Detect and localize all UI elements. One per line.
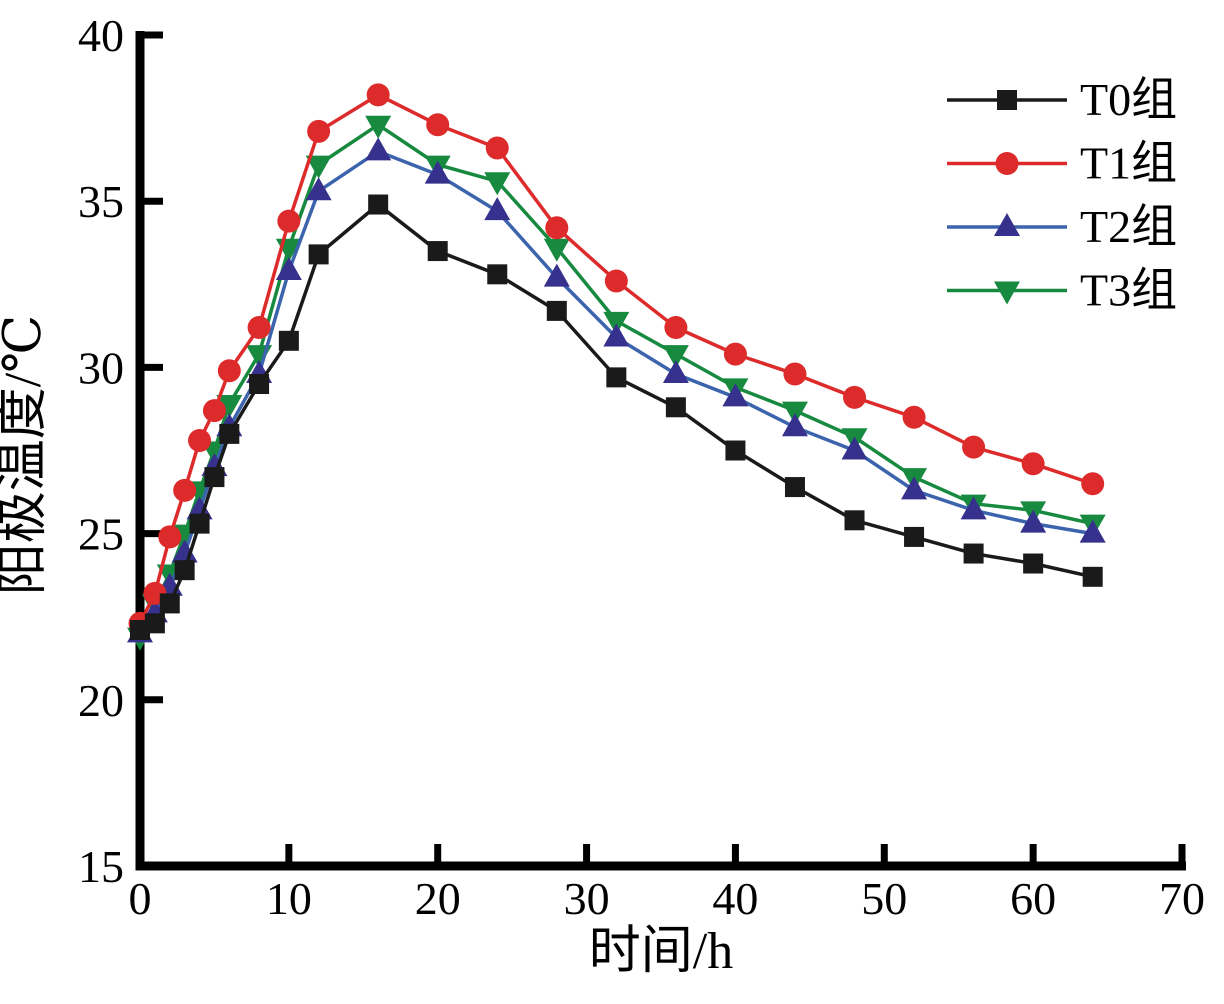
data-point-T2组: [186, 496, 213, 520]
data-point-T2组: [841, 436, 868, 460]
data-point-T3组: [484, 172, 511, 196]
y-tick-label: 40: [78, 10, 124, 61]
data-point-T0组: [1082, 566, 1103, 587]
data-point-T3组: [781, 401, 808, 425]
x-tick-label: 0: [129, 873, 152, 924]
legend-label-T0组: T0组: [1080, 74, 1177, 125]
data-point-T0组: [204, 467, 225, 488]
data-point-T3组: [603, 311, 630, 335]
data-point-T1组: [173, 478, 197, 502]
data-point-T2组: [424, 160, 451, 184]
data-point-T1组: [545, 216, 569, 240]
data-point-T0组: [278, 330, 299, 351]
data-point-T2组: [603, 323, 630, 347]
data-point-T0组: [308, 244, 329, 265]
series-line-T1组: [138, 93, 1094, 625]
data-point-T1组: [426, 113, 450, 137]
data-point-T1组: [843, 385, 867, 409]
data-point-T1组: [664, 316, 688, 340]
data-point-T1组: [723, 342, 747, 366]
x-tick-label: 10: [266, 873, 312, 924]
x-tick-label: 30: [564, 873, 610, 924]
data-point-T1组: [307, 119, 331, 143]
data-point-T2组: [722, 383, 749, 407]
data-point-T0组: [189, 513, 210, 534]
data-point-T0组: [159, 593, 180, 614]
data-point-T1组: [1021, 452, 1045, 476]
data-point-T3组: [662, 345, 689, 369]
data-point-T2组: [484, 197, 511, 221]
data-point-T1组: [188, 429, 212, 453]
data-point-T0组: [665, 397, 686, 418]
data-point-T1组: [202, 399, 226, 423]
data-point-T0组: [219, 423, 240, 444]
data-point-T0组: [368, 194, 389, 215]
data-point-T0组: [784, 477, 805, 498]
data-point-T1组: [783, 362, 807, 386]
legend-label-T1组: T1组: [1080, 138, 1177, 189]
x-tick-label: 70: [1159, 873, 1205, 924]
data-point-T2组: [171, 539, 198, 563]
data-point-T0组: [904, 526, 925, 547]
y-tick-label: 20: [78, 675, 124, 726]
legend-marker-T0组: [997, 90, 1017, 110]
data-point-T1组: [277, 209, 301, 233]
data-point-T0组: [427, 241, 448, 262]
x-axis-title: 时间/h: [589, 923, 733, 980]
data-point-T0组: [1023, 553, 1044, 574]
data-point-T1组: [604, 269, 628, 293]
data-point-T0组: [249, 374, 270, 395]
data-point-T1组: [1081, 472, 1105, 496]
y-tick-label: 15: [78, 841, 124, 892]
y-tick-label: 35: [78, 176, 124, 227]
data-point-T0组: [844, 510, 865, 531]
data-point-T2组: [960, 496, 987, 520]
legend-label-T3组: T3组: [1080, 265, 1177, 316]
data-point-T3组: [365, 115, 392, 139]
data-point-T1组: [485, 136, 509, 160]
data-point-T1组: [158, 525, 182, 549]
y-tick-label: 30: [78, 342, 124, 393]
data-point-T2组: [1020, 509, 1047, 533]
data-point-T1组: [217, 359, 241, 383]
data-point-T0组: [963, 543, 984, 564]
data-point-T2组: [901, 476, 928, 500]
data-point-T0组: [606, 367, 627, 388]
legend-marker-T2组: [994, 213, 1020, 236]
data-point-T2组: [365, 137, 392, 161]
x-tick-label: 60: [1010, 873, 1056, 924]
legend-marker-T1组: [995, 152, 1019, 175]
data-point-T3组: [543, 238, 570, 262]
y-axis-title: 阳极温度/℃: [0, 315, 52, 596]
data-point-T2组: [662, 360, 689, 384]
data-point-T3组: [216, 394, 243, 418]
data-point-T2组: [305, 177, 332, 201]
x-tick-label: 20: [415, 873, 461, 924]
data-point-T0组: [725, 440, 746, 461]
legend-marker-T3组: [994, 281, 1020, 305]
data-point-T0组: [144, 613, 165, 634]
y-tick-label: 25: [78, 509, 124, 560]
data-point-T0组: [174, 560, 195, 581]
data-point-T2组: [275, 257, 302, 281]
data-point-T1组: [962, 435, 986, 459]
data-point-T2组: [781, 413, 808, 437]
data-point-T0组: [546, 300, 567, 321]
data-point-T0组: [487, 264, 508, 285]
data-point-T1组: [366, 83, 390, 107]
x-tick-label: 50: [861, 873, 907, 924]
data-point-T1组: [902, 405, 926, 429]
data-point-T2组: [1079, 519, 1106, 543]
data-point-T2组: [543, 263, 570, 287]
data-point-T1组: [247, 316, 271, 340]
x-tick-label: 40: [712, 873, 758, 924]
legend-label-T2组: T2组: [1080, 201, 1177, 252]
data-point-T3组: [305, 155, 332, 179]
